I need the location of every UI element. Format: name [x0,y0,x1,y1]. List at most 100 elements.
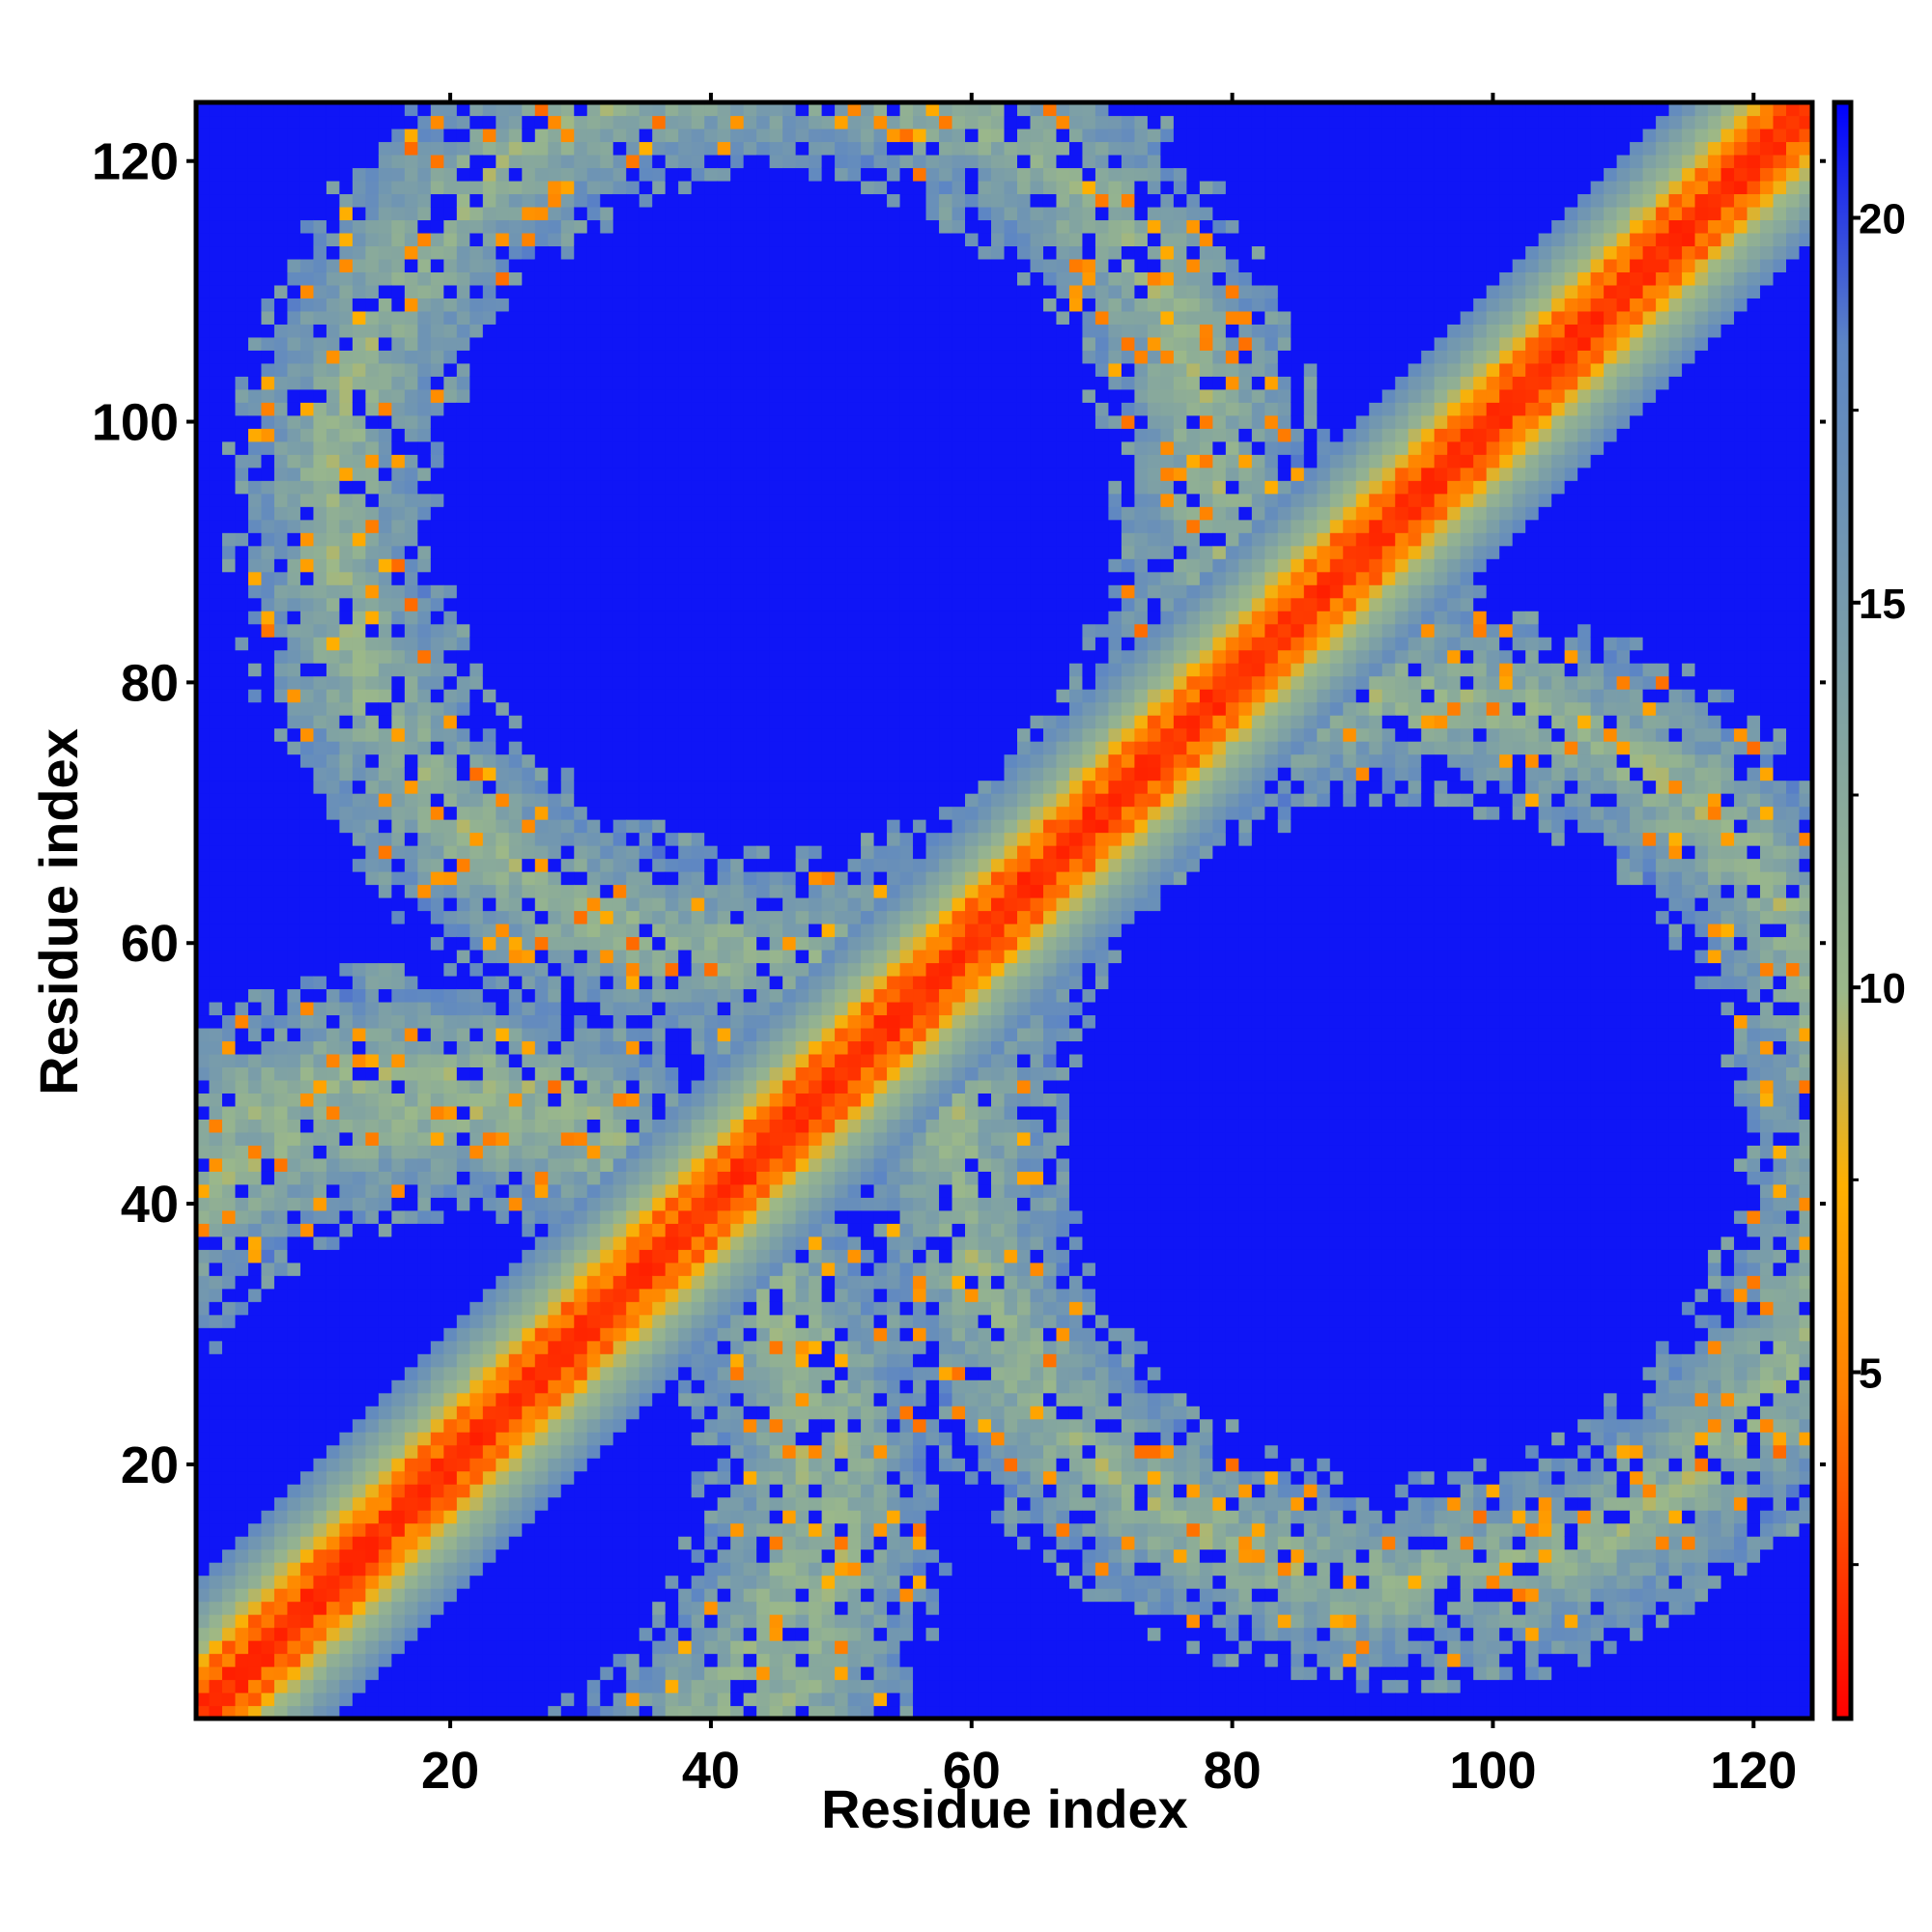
heatmap-cell [704,1653,719,1667]
heatmap-cell [482,1575,497,1589]
heatmap-cell [352,1406,366,1420]
heatmap-cell [508,1171,523,1185]
heatmap-cell [522,701,536,716]
heatmap-cell [378,1484,392,1498]
heatmap-cell [247,923,263,938]
heatmap-cell [404,1432,418,1446]
heatmap-cell [665,1275,679,1290]
heatmap-cell [273,1392,289,1406]
heatmap-cell [404,1510,418,1524]
heatmap-cell [574,1314,588,1328]
heatmap-cell [456,649,470,664]
heatmap-cell [417,1027,432,1042]
heatmap-cell [404,767,418,781]
heatmap-cell [365,180,380,195]
heatmap-cell [417,1327,432,1342]
heatmap-cell [612,1392,627,1406]
heatmap-cell [678,1444,693,1459]
heatmap-cell [639,701,653,716]
heatmap-cell [548,663,562,677]
heatmap-cell [273,1157,289,1172]
heatmap-cell [287,819,301,834]
heatmap-cell [209,232,223,247]
heatmap-cell [209,689,223,703]
heatmap-cell [639,440,653,455]
heatmap-cell [196,1275,211,1290]
heatmap-cell [339,1432,354,1446]
heatmap-cell [586,102,601,117]
heatmap-cell [508,1614,523,1629]
heatmap-cell [235,532,249,547]
heatmap-cell [639,1171,653,1185]
heatmap-cell [404,689,418,703]
heatmap-cell [456,1418,470,1433]
heatmap-cell [365,701,380,716]
heatmap-cell [508,753,523,768]
heatmap-cell [586,298,601,312]
heatmap-cell [691,858,705,872]
heatmap-cell [704,988,719,1003]
heatmap-cell [652,1275,667,1290]
heatmap-cell [261,1548,275,1563]
heatmap-cell [704,1014,719,1029]
heatmap-cell [391,1105,406,1120]
heatmap-cell [496,1262,510,1276]
heatmap-cell [639,845,653,860]
heatmap-cell [299,962,315,977]
heatmap-cell [600,1053,614,1067]
heatmap-cell [469,1275,484,1290]
heatmap-cell [273,1548,289,1563]
heatmap-cell [522,193,536,208]
heatmap-cell [378,871,392,886]
heatmap-cell [299,1614,315,1629]
heatmap-cell [209,1614,223,1629]
heatmap-cell [534,1079,549,1094]
heatmap-cell [534,897,549,912]
heatmap-cell [235,1171,249,1185]
heatmap-cell [704,1627,719,1641]
heatmap-cell [299,1470,315,1485]
heatmap-cell [417,219,432,234]
heatmap-cell [221,637,237,651]
heatmap-cell [612,219,627,234]
heatmap-cell [586,558,601,573]
heatmap-cell [221,597,237,611]
heatmap-cell [378,611,392,625]
heatmap-cell [313,193,327,208]
heatmap-cell [574,506,588,521]
heatmap-cell [652,1470,667,1485]
heatmap-cell [626,701,640,716]
heatmap-cell [221,1432,237,1446]
heatmap-cell [209,701,223,716]
heatmap-cell [299,167,315,182]
heatmap-cell [247,727,263,742]
heatmap-cell [534,206,549,221]
heatmap-cell [678,806,693,820]
heatmap-cell [273,611,289,625]
heatmap-cell [417,1432,432,1446]
heatmap-cell [221,936,237,951]
heatmap-cell [704,467,719,481]
heatmap-cell [691,1275,705,1290]
heatmap-cell [443,324,458,338]
heatmap-cell [417,1627,432,1641]
heatmap-cell [378,1093,392,1107]
heatmap-cell [496,206,510,221]
heatmap-cell [339,310,354,325]
heatmap-cell [209,1171,223,1185]
heatmap-cell [548,102,562,117]
heatmap-cell [534,597,549,611]
heatmap-cell [704,663,719,677]
heatmap-cell [247,193,263,208]
heatmap-cell [326,258,341,272]
heatmap-cell [560,780,575,794]
heatmap-cell [469,193,484,208]
heatmap-cell [299,506,315,521]
heatmap-cell [352,571,366,585]
heatmap-cell [639,715,653,729]
heatmap-cell [652,1418,667,1433]
heatmap-cell [574,1470,588,1485]
heatmap-cell [626,689,640,703]
heatmap-cell [430,1314,444,1328]
heatmap-cell [378,1275,392,1290]
